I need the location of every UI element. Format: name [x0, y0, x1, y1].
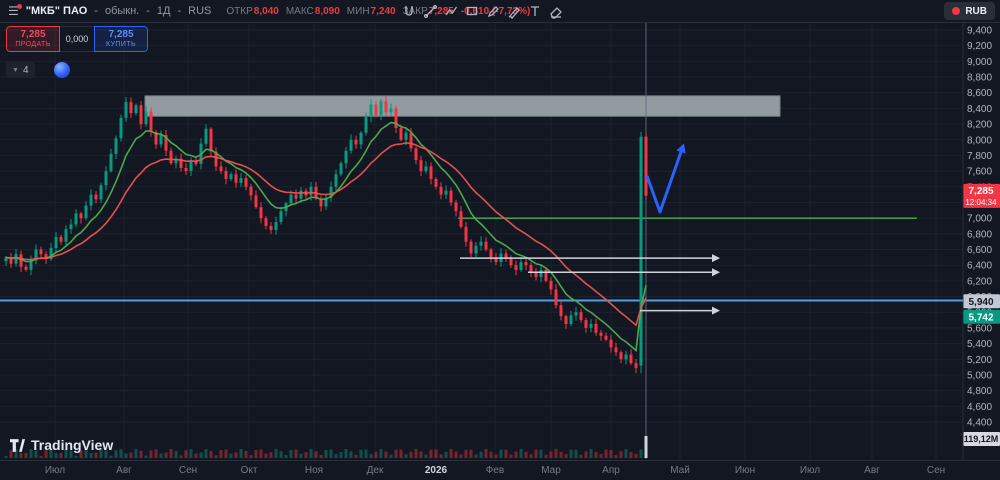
- sell-button[interactable]: 7,285 ПРОДАТЬ: [6, 26, 60, 52]
- month-label: Май: [670, 465, 690, 476]
- month-label: Сен: [179, 465, 197, 476]
- spread-value: 0,000: [60, 26, 94, 52]
- drawing-toolbar: [398, 0, 566, 22]
- separator: -: [178, 5, 182, 17]
- currency-flag-icon: [952, 7, 960, 15]
- separator: -: [94, 5, 98, 17]
- sell-price: 7,285: [20, 29, 45, 41]
- drawings-count-pill[interactable]: ▼ 4: [6, 62, 35, 78]
- month-label: Апр: [602, 465, 620, 476]
- pencil-icon[interactable]: [482, 1, 503, 21]
- month-label: Дек: [367, 465, 384, 476]
- magnet-icon[interactable]: [398, 1, 419, 21]
- buy-label: КУПИТЬ: [106, 41, 136, 49]
- month-label: 2026: [425, 465, 447, 476]
- month-label: Мар: [541, 465, 561, 476]
- month-label: Июл: [800, 465, 820, 476]
- widget-orb-icon[interactable]: [54, 62, 70, 78]
- month-label: Авг: [116, 465, 132, 476]
- trend-line-icon[interactable]: [419, 1, 440, 21]
- low-value: 7,240: [371, 6, 396, 17]
- month-label: Июн: [735, 465, 755, 476]
- brush-icon[interactable]: [503, 1, 524, 21]
- buy-button[interactable]: 7,285 КУПИТЬ: [94, 26, 148, 52]
- drawings-count: 4: [23, 65, 29, 76]
- polyline-icon[interactable]: [440, 1, 461, 21]
- interval-button[interactable]: 1Д: [157, 5, 171, 17]
- month-label: Ноя: [305, 465, 323, 476]
- open-label: ОТКР: [226, 6, 252, 17]
- sell-label: ПРОДАТЬ: [15, 41, 50, 49]
- tradingview-wordmark: TradingView: [31, 437, 113, 453]
- text-tool-icon[interactable]: [524, 1, 545, 21]
- symbol-button[interactable]: "МКБ" ПАО: [26, 5, 88, 17]
- month-label: Фев: [486, 465, 504, 476]
- price-axis[interactable]: [963, 22, 1000, 460]
- high-value: 8,090: [315, 6, 340, 17]
- month-label: Окт: [241, 465, 258, 476]
- buy-price: 7,285: [108, 29, 133, 41]
- eraser-icon[interactable]: [545, 1, 566, 21]
- month-label: Сен: [927, 465, 945, 476]
- currency-button[interactable]: RUB: [944, 2, 995, 20]
- low-label: МИН: [347, 6, 370, 17]
- menu-icon[interactable]: ☰: [8, 5, 19, 17]
- open-value: 8,040: [254, 6, 279, 17]
- trade-widget: 7,285 ПРОДАТЬ 0,000 7,285 КУПИТЬ: [6, 26, 148, 52]
- tradingview-glyph-icon: [10, 438, 25, 453]
- rectangle-icon[interactable]: [461, 1, 482, 21]
- tradingview-logo[interactable]: TradingView: [10, 437, 113, 453]
- month-label: Июл: [45, 465, 65, 476]
- time-axis[interactable]: Июл Авг Сен Окт Ноя Дек 2026 Фев Мар Апр Май Июн Июл…: [0, 460, 1000, 480]
- series-type-label: обыкн.: [105, 5, 139, 17]
- currency-label: RUB: [965, 6, 987, 17]
- month-label: Авг: [864, 465, 880, 476]
- high-label: МАКС: [286, 6, 314, 17]
- separator: -: [146, 5, 150, 17]
- notification-dot: [17, 4, 22, 9]
- exchange-label: RUS: [188, 5, 211, 17]
- chevron-down-icon: ▼: [12, 67, 19, 74]
